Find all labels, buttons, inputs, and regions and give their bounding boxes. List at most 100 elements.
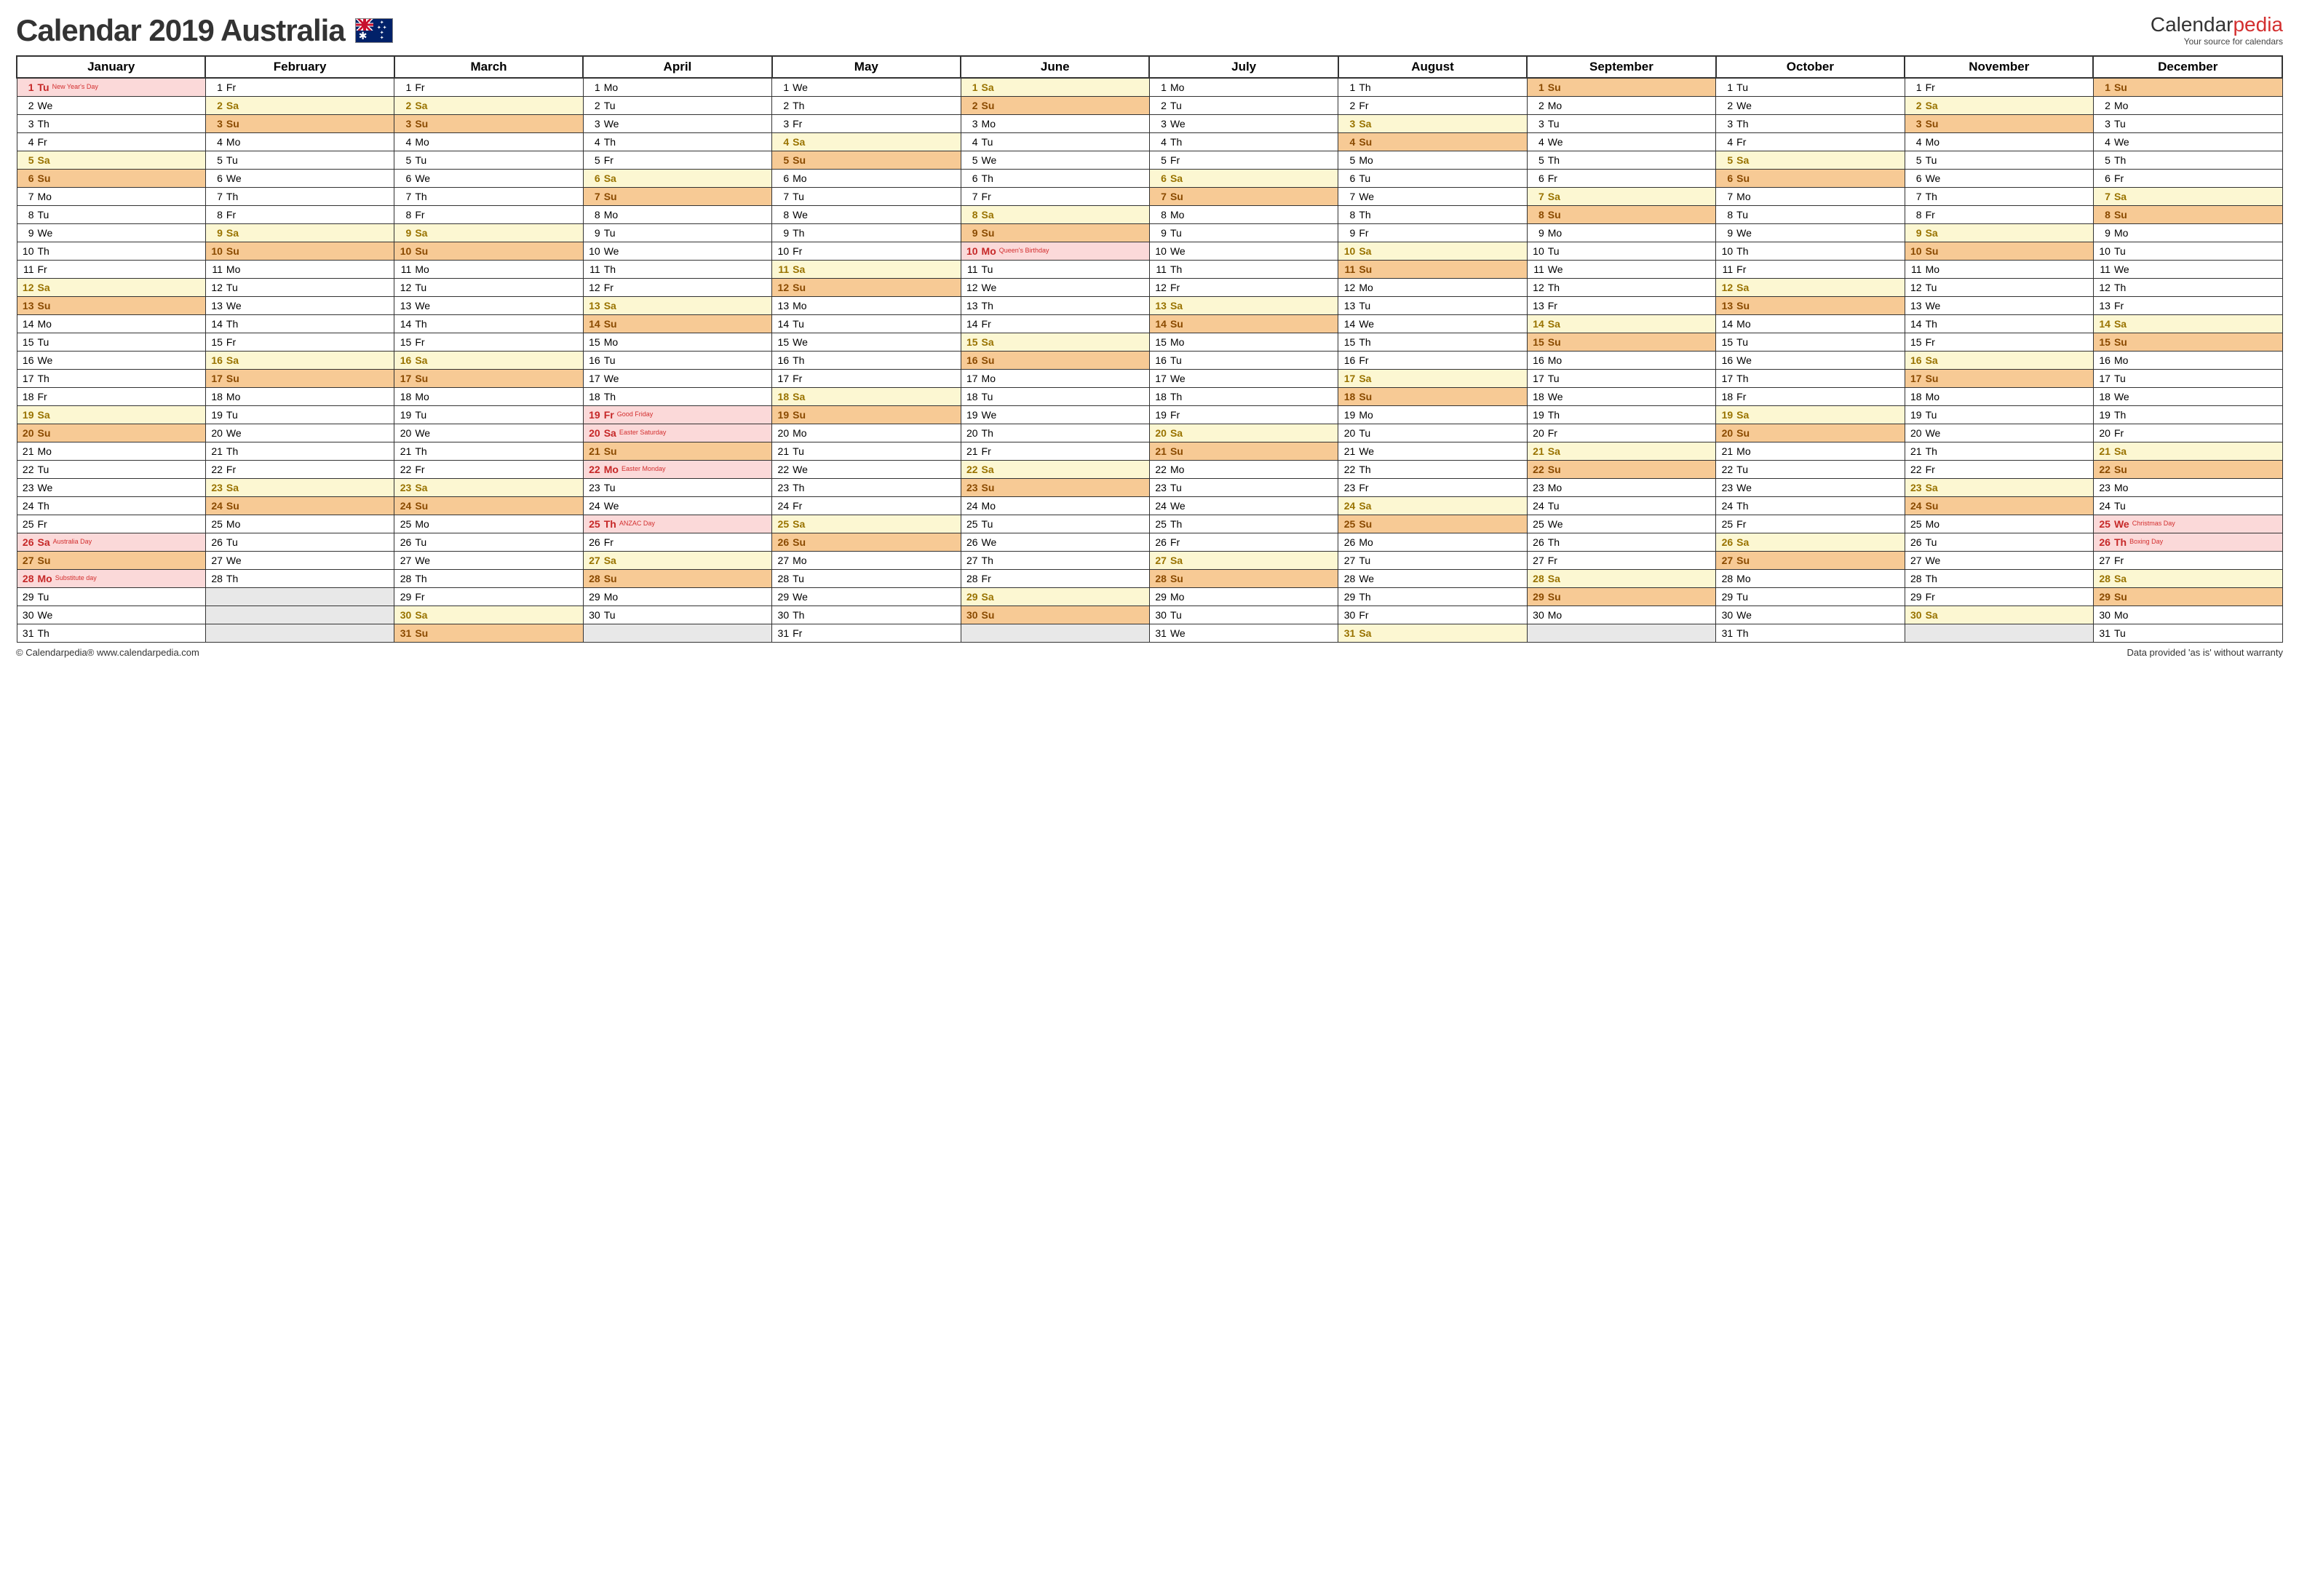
day-number: 26 <box>1153 536 1169 548</box>
day-cell: 26We <box>961 533 1149 551</box>
day-cell: 22Th <box>1338 460 1527 478</box>
weekday-label: Fr <box>36 136 47 148</box>
month-header: September <box>1527 56 1715 78</box>
weekday-label: Su <box>2113 464 2127 475</box>
day-cell: 18We <box>2093 387 2282 405</box>
day-cell: 15Sa <box>961 333 1149 351</box>
day-cell: 10We <box>1149 242 1338 260</box>
day-number: 8 <box>1530 209 1546 221</box>
day-cell: 25Mo <box>394 515 583 533</box>
day-cell: 1Fr <box>394 78 583 96</box>
weekday-label: Fr <box>1357 227 1368 239</box>
day-number: 24 <box>1530 500 1546 512</box>
calendar-body: 1TuNew Year's Day1Fr1Fr1Mo1We1Sa1Mo1Th1S… <box>17 78 2282 642</box>
day-number: 15 <box>964 336 980 348</box>
day-number: 24 <box>2097 500 2113 512</box>
day-cell: 9Su <box>961 223 1149 242</box>
weekday-label: We <box>1546 136 1563 148</box>
day-cell: 8Tu <box>1716 205 1905 223</box>
day-cell: 24Th <box>17 496 205 515</box>
day-cell: 3Th <box>1716 114 1905 132</box>
weekday-label: We <box>1357 445 1374 457</box>
day-cell: 7Tu <box>772 187 961 205</box>
day-number: 29 <box>1530 591 1546 603</box>
weekday-label: Fr <box>1735 263 1746 275</box>
day-cell: 2Tu <box>583 96 771 114</box>
day-cell: 9Sa <box>205 223 394 242</box>
day-number: 1 <box>1153 82 1169 93</box>
day-cell: 15Fr <box>205 333 394 351</box>
day-number: 29 <box>20 591 36 603</box>
weekday-label: Mo <box>791 300 806 311</box>
day-number: 31 <box>775 627 791 639</box>
day-number: 5 <box>209 154 225 166</box>
weekday-label: Tu <box>2113 118 2126 130</box>
weekday-label: Mo <box>1169 209 1184 221</box>
day-number: 13 <box>209 300 225 311</box>
day-number: 6 <box>587 172 603 184</box>
day-number: 8 <box>209 209 225 221</box>
day-cell: 25Mo <box>1905 515 2093 533</box>
day-cell: 27Mo <box>772 551 961 569</box>
weekday-label: Sa <box>2113 573 2127 584</box>
weekday-label: Mo <box>2113 609 2128 621</box>
day-cell: 27Fr <box>2093 551 2282 569</box>
weekday-label: Su <box>2113 82 2127 93</box>
weekday-label: Th <box>36 118 49 130</box>
day-cell: 28Th <box>394 569 583 587</box>
day-cell: 1Tu <box>1716 78 1905 96</box>
day-cell: 13Su <box>1716 296 1905 314</box>
weekday-label: Th <box>36 500 49 512</box>
day-cell: 1Su <box>1527 78 1715 96</box>
day-cell: 15Mo <box>583 333 771 351</box>
day-cell: 27We <box>205 551 394 569</box>
day-cell: 9Mo <box>1527 223 1715 242</box>
day-cell: 11Mo <box>394 260 583 278</box>
day-row: 16We16Sa16Sa16Tu16Th16Su16Tu16Fr16Mo16We… <box>17 351 2282 369</box>
day-cell: 15Fr <box>1905 333 2093 351</box>
day-cell: 17Su <box>394 369 583 387</box>
weekday-label: Th <box>1735 245 1748 257</box>
weekday-label: We <box>413 427 430 439</box>
day-number: 2 <box>1719 100 1735 111</box>
month-header-row: JanuaryFebruaryMarchAprilMayJuneJulyAugu… <box>17 56 2282 78</box>
weekday-label: Sa <box>413 227 427 239</box>
day-cell: 5Mo <box>1338 151 1527 169</box>
weekday-label: Mo <box>2113 482 2128 493</box>
weekday-label: We <box>1924 555 1941 566</box>
day-cell: 18Fr <box>1716 387 1905 405</box>
day-number: 11 <box>775 263 791 275</box>
day-row: 24Th24Su24Su24We24Fr24Mo24We24Sa24Tu24Th… <box>17 496 2282 515</box>
day-number: 13 <box>1908 300 1924 311</box>
month-header: November <box>1905 56 2093 78</box>
weekday-label: Mo <box>603 82 618 93</box>
day-cell: 12We <box>961 278 1149 296</box>
day-number: 19 <box>964 409 980 421</box>
month-header: July <box>1149 56 1338 78</box>
weekday-label: Fr <box>225 464 236 475</box>
day-number: 6 <box>1530 172 1546 184</box>
day-number: 7 <box>20 191 36 202</box>
day-number: 16 <box>2097 354 2113 366</box>
day-number: 14 <box>1530 318 1546 330</box>
day-row: 31Th31Su31Fr31We31Sa31Th31Tu <box>17 624 2282 642</box>
weekday-label: We <box>1735 482 1752 493</box>
day-number: 6 <box>209 172 225 184</box>
day-number: 16 <box>20 354 36 366</box>
page-title: Calendar 2019 Australia <box>16 13 345 48</box>
day-number: 3 <box>20 118 36 130</box>
weekday-label: Fr <box>603 409 614 421</box>
day-number: 11 <box>964 263 980 275</box>
day-cell: 21Th <box>205 442 394 460</box>
day-cell: 11Mo <box>1905 260 2093 278</box>
day-number: 8 <box>775 209 791 221</box>
day-number: 27 <box>1341 555 1357 566</box>
day-number: 2 <box>1341 100 1357 111</box>
weekday-label: Tu <box>1357 427 1370 439</box>
day-cell: 10We <box>583 242 771 260</box>
weekday-label: Su <box>225 500 239 512</box>
day-row: 18Fr18Mo18Mo18Th18Sa18Tu18Th18Su18We18Fr… <box>17 387 2282 405</box>
weekday-label: Th <box>1546 282 1560 293</box>
day-cell: 2Sa <box>1905 96 2093 114</box>
day-number: 24 <box>587 500 603 512</box>
